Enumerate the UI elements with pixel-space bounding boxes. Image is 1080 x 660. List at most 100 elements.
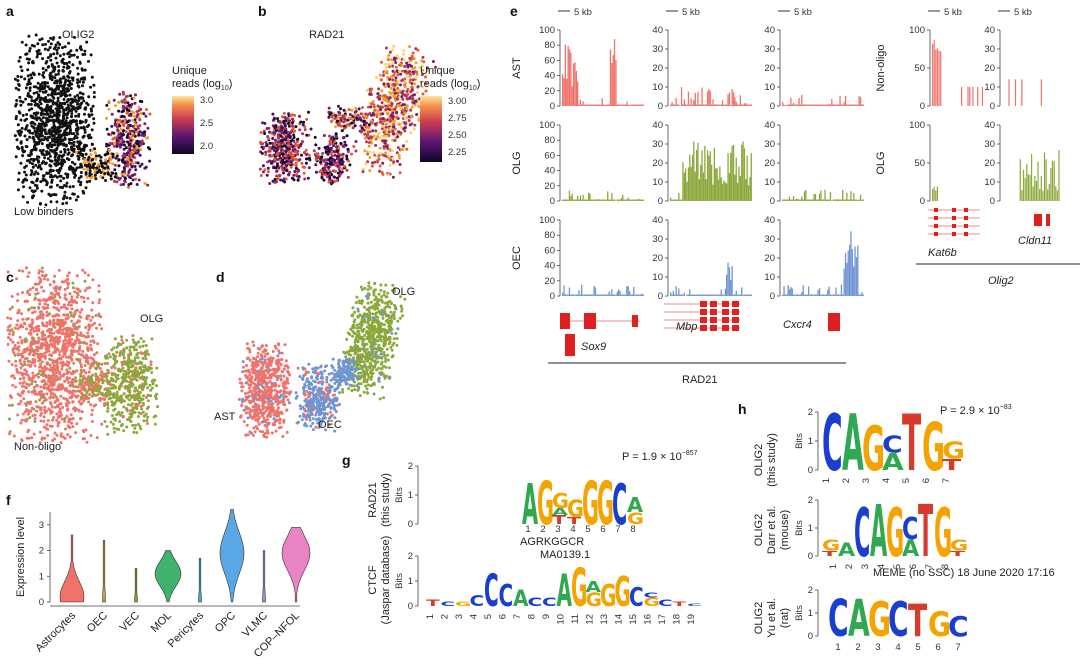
cell-dot xyxy=(52,36,55,39)
cell-dot xyxy=(363,149,366,152)
cell-dot xyxy=(28,379,31,382)
cell-dot xyxy=(66,116,69,119)
cell-dot xyxy=(120,339,123,342)
cell-dot xyxy=(65,402,68,405)
cell-dot xyxy=(76,94,79,97)
cell-dot xyxy=(308,166,311,169)
cell-dot xyxy=(59,162,62,165)
cell-dot xyxy=(137,356,140,359)
cell-dot xyxy=(145,419,148,422)
cell-dot xyxy=(155,384,158,387)
cell-dot xyxy=(327,166,330,169)
cell-dot xyxy=(34,164,37,167)
cell-dot xyxy=(66,90,69,93)
cell-dot xyxy=(142,385,145,388)
cell-dot xyxy=(67,98,70,101)
cell-dot xyxy=(119,146,122,149)
cell-dot xyxy=(27,103,30,106)
cell-dot xyxy=(86,168,89,171)
cell-dot xyxy=(37,161,40,164)
cell-dot xyxy=(325,151,328,154)
cell-dot xyxy=(46,304,49,307)
cell-dot xyxy=(85,153,88,156)
cell-dot xyxy=(41,97,44,100)
cell-dot xyxy=(142,404,145,407)
cell-dot xyxy=(363,115,366,118)
cell-dot xyxy=(124,176,127,179)
cell-dot xyxy=(72,301,75,304)
cell-dot xyxy=(17,178,20,181)
cell-dot xyxy=(46,434,49,437)
cell-dot xyxy=(303,166,306,169)
cell-dot xyxy=(49,106,52,109)
cell-dot xyxy=(30,173,33,176)
cell-dot xyxy=(26,357,29,360)
cell-dot xyxy=(32,354,35,357)
cell-dot xyxy=(392,133,395,136)
cell-dot xyxy=(134,356,137,359)
cell-dot xyxy=(127,183,130,186)
cell-dot xyxy=(85,173,88,176)
cell-dot xyxy=(47,94,50,97)
cell-dot xyxy=(29,333,32,336)
cell-dot xyxy=(285,150,288,153)
cell-dot xyxy=(75,199,78,202)
cell-dot xyxy=(41,267,44,270)
cell-dot xyxy=(404,123,407,126)
cell-dot xyxy=(78,409,81,412)
cell-dot xyxy=(71,382,74,385)
cell-dot xyxy=(365,162,368,165)
cell-dot xyxy=(63,420,66,423)
cell-dot xyxy=(72,370,75,373)
cell-dot xyxy=(123,152,126,155)
cell-dot xyxy=(71,378,74,381)
cell-dot xyxy=(43,380,46,383)
cell-dot xyxy=(70,295,73,298)
cell-dot xyxy=(21,149,24,152)
cell-dot xyxy=(387,134,390,137)
cell-dot xyxy=(39,385,42,388)
cell-dot xyxy=(34,364,37,367)
cell-dot xyxy=(14,105,17,108)
cell-dot xyxy=(382,135,385,138)
cell-dot xyxy=(26,145,29,148)
cell-dot xyxy=(46,104,49,107)
cell-dot xyxy=(388,119,391,122)
cell-dot xyxy=(308,154,311,157)
cell-dot xyxy=(111,414,114,417)
cell-dot xyxy=(80,369,83,372)
cell-dot xyxy=(285,169,288,172)
cell-dot xyxy=(87,156,90,159)
cell-dot xyxy=(52,70,55,73)
cell-dot xyxy=(64,45,67,48)
cell-dot xyxy=(258,423,261,426)
cell-dot xyxy=(57,73,60,76)
cell-dot xyxy=(95,351,98,354)
cell-dot xyxy=(329,140,332,143)
cell-dot xyxy=(329,157,332,160)
cell-dot xyxy=(302,123,305,126)
cell-dot xyxy=(118,124,121,127)
cell-dot xyxy=(267,403,270,406)
cell-dot xyxy=(83,377,86,380)
cell-dot xyxy=(68,271,71,274)
cell-dot xyxy=(137,403,140,406)
cell-dot xyxy=(36,155,39,158)
cell-dot xyxy=(333,140,336,143)
cell-dot xyxy=(32,286,35,289)
cell-dot xyxy=(368,169,371,172)
cell-dot xyxy=(11,404,14,407)
cell-dot xyxy=(52,351,55,354)
cell-dot xyxy=(38,73,41,76)
cell-dot xyxy=(51,419,54,422)
cell-dot xyxy=(105,153,108,156)
cell-dot xyxy=(243,420,246,423)
cell-dot xyxy=(140,143,143,146)
cell-dot xyxy=(76,274,79,277)
cell-dot xyxy=(71,308,74,311)
cell-dot xyxy=(112,409,115,412)
cell-dot xyxy=(87,362,90,365)
cell-dot xyxy=(116,346,119,349)
cell-dot xyxy=(57,386,60,389)
cell-dot xyxy=(327,116,330,119)
